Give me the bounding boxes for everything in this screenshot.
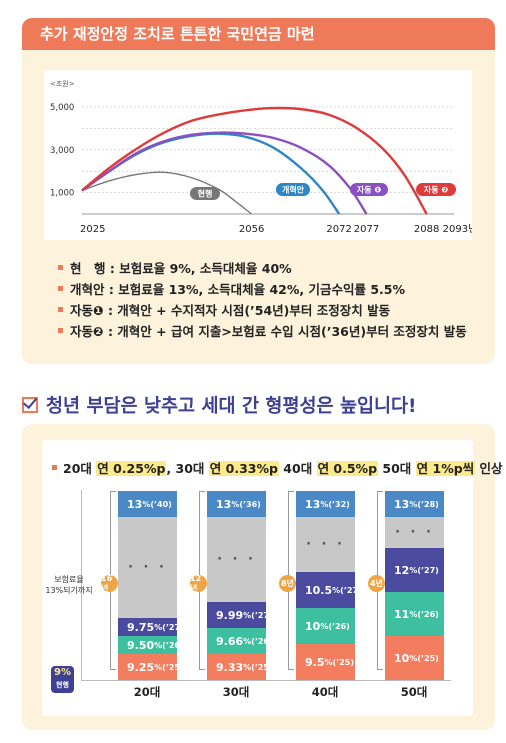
x-tick-label: 2056 [239, 224, 264, 235]
years-badge: 16년 [101, 574, 118, 593]
series-line-2 [81, 132, 341, 215]
segment-value: 10 [305, 619, 321, 633]
x-tick-label: 2025 [80, 224, 105, 235]
x-tick-label: 2093년 [443, 223, 472, 235]
series-line-3 [81, 131, 368, 215]
bar-gap-ellipsis: · · · [118, 517, 177, 618]
segment-year: %(’27) [243, 610, 273, 620]
segment-value: 9.33 [216, 660, 244, 674]
y-axis-note: 보험료율 13%되기까지 [45, 575, 93, 595]
bar-segment: 9.99 %(’27) [207, 602, 273, 628]
y-axis [81, 490, 82, 680]
segment-value: 13 [305, 497, 321, 511]
segment-value: 13 [127, 497, 143, 511]
x-category-label: 40대 [311, 685, 339, 699]
bar-segment: 9.75 %(’27) [118, 618, 184, 636]
years-badge: 8년 [279, 575, 296, 592]
bar-segment: 9.66 %(’26) [207, 628, 273, 654]
segment-value: 9.5 [305, 655, 325, 669]
bar-segment: 9.5 %(’25) [296, 644, 355, 680]
rate-increase-summary: 20대 연 0.25%p, 30대 연 0.33%p 40대 연 0.5%p 5… [52, 458, 503, 477]
bar-gap-ellipsis: · · · [207, 517, 266, 602]
x-tick-label: 2077 [354, 224, 379, 235]
y-tick-label: 1,000 [50, 189, 74, 199]
years-badge: 4년 [368, 575, 385, 592]
years-badge: 12년 [190, 574, 207, 593]
series-line-4 [81, 106, 428, 215]
segment-year: %(’36) [231, 499, 261, 509]
current-rate-badge: 9% 현행 [51, 666, 74, 693]
segment-value: 9.66 [216, 634, 244, 648]
bar-segment: 9.33 %(’25) [207, 654, 273, 680]
segment-year: %(’25) [243, 662, 273, 672]
legend-item-auto2: 자동❷ : 개혁안 + 급여 지출>보험료 수입 시점(’36년)부터 조정장치… [58, 321, 467, 340]
series-tag-label-3: 자동 ❶ [357, 185, 382, 195]
segment-value: 11 [394, 607, 410, 621]
series-tag-3 [350, 183, 388, 196]
bar-segment-top: 13 %(’32) [296, 491, 355, 517]
legend-item-reform: 개혁안 : 보험료율 13%, 소득대체율 42%, 기금수익률 5.5% [58, 279, 405, 298]
series-line-1 [81, 171, 253, 215]
checkbox-icon [22, 397, 38, 413]
bar-gap-ellipsis: · · · [385, 517, 444, 548]
series-tag-4 [416, 183, 456, 196]
x-category-label: 20대 [133, 685, 161, 699]
chart-legend: 현 행 : 보험료율 9%, 소득대체율 40% 개혁안 : 보험료율 13%,… [44, 246, 472, 346]
segment-year: %(’26) [243, 636, 273, 646]
bar-segment-top: 13 %(’36) [207, 491, 266, 517]
fund-line-chart: <조원> 1,000 3,000 5,000 2025 2056 2072 2077 2088 2… [50, 79, 477, 235]
bar-segment: 9.25 %(’25) [118, 654, 184, 680]
series-tag-label-4: 자동 ❷ [424, 185, 449, 195]
segment-value: 13 [216, 497, 232, 511]
bar-segment: 11 %(’26) [385, 592, 444, 636]
segment-value: 9.50 [127, 638, 155, 652]
x-tick-label: 2088 [414, 224, 439, 235]
y-tick-label: 5,000 [50, 103, 74, 113]
y-axis-unit: <조원> [50, 79, 75, 88]
segment-value: 9.99 [216, 608, 244, 622]
segment-year: %(’25) [154, 662, 184, 672]
legend-item-auto1: 자동❶ : 개혁안 + 수지적자 시점(’54년)부터 조정장치 발동 [58, 300, 390, 319]
segment-year: %(’28) [409, 499, 439, 509]
x-axis [81, 680, 451, 681]
segment-year: %(’27) [332, 585, 362, 595]
segment-year: %(’25) [409, 653, 439, 663]
bar-gap-ellipsis: · · · [296, 517, 355, 572]
section-title: 추가 재정안정 조치로 튼튼한 국민연금 마련 [22, 18, 495, 50]
bar-segment: 10 %(’26) [296, 608, 355, 644]
segment-year: %(’26) [154, 640, 184, 650]
series-tag-2 [276, 183, 310, 196]
segment-value: 9.75 [127, 620, 155, 634]
fund-chart: <조원> 1,000 3,000 5,000 2025 2056 2072 2077 2088 2… [44, 70, 477, 240]
segment-year: %(’26) [320, 621, 350, 631]
segment-year: %(’27) [409, 565, 439, 575]
bar-segment: 9.50 %(’26) [118, 636, 184, 654]
bar-segment-top: 13 %(’28) [385, 491, 444, 517]
bar-segment: 10.5 %(’27) [296, 572, 362, 608]
segment-value: 9.25 [127, 660, 155, 674]
bar-segment: 10 %(’25) [385, 636, 444, 680]
segment-value: 12 [394, 563, 410, 577]
y-tick-label: 3,000 [50, 146, 74, 156]
segment-year: %(’26) [409, 609, 439, 619]
x-category-label: 30대 [222, 685, 250, 699]
legend-item-current: 현 행 : 보험료율 9%, 소득대체율 40% [58, 258, 292, 277]
bar-segment-top: 13 %(’40) [118, 491, 177, 517]
segment-year: %(’25) [324, 657, 355, 667]
series-tag-label-2: 개혁안 [282, 185, 305, 195]
section-heading: 청년 부담은 낮추고 세대 간 형평성은 높입니다! [22, 392, 416, 418]
x-tick-label: 2072 [326, 224, 351, 235]
segment-year: %(’27) [154, 622, 184, 632]
series-tag-1 [190, 187, 220, 200]
segment-year: %(’40) [142, 499, 172, 509]
x-category-label: 50대 [400, 685, 428, 699]
series-tag-label-1: 현행 [198, 189, 213, 199]
segment-value: 10.5 [305, 583, 333, 597]
segment-value: 13 [394, 497, 410, 511]
segment-year: %(’32) [320, 499, 350, 509]
bar-segment: 12 %(’27) [385, 548, 444, 592]
segment-value: 10 [394, 651, 410, 665]
